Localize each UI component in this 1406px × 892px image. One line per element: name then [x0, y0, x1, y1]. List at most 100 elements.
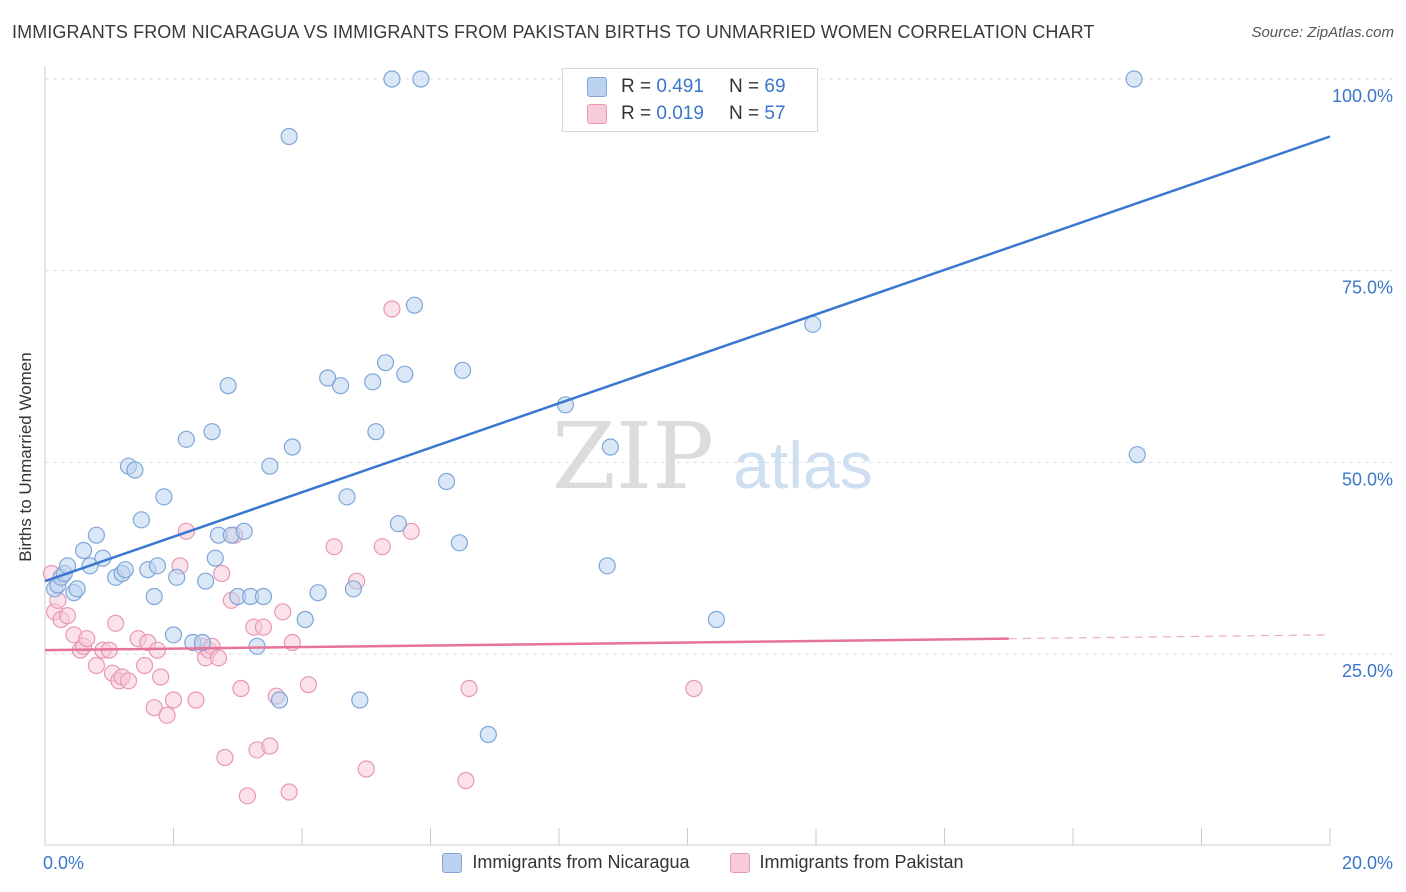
y-tick-label: 100.0% — [1332, 86, 1393, 106]
data-point — [389, 515, 407, 533]
legend-label-pakistan: Immigrants from Pakistan — [759, 852, 964, 872]
data-point — [319, 369, 337, 387]
data-point — [598, 557, 616, 575]
data-point — [396, 365, 414, 383]
data-point — [364, 373, 382, 391]
tick-labels: 25.0% 50.0% 75.0% 100.0% 0.0% 20.0% — [43, 86, 1393, 873]
data-point — [155, 488, 173, 506]
data-point — [325, 538, 343, 556]
data-point — [450, 534, 469, 552]
y-tick-label: 75.0% — [1342, 278, 1393, 298]
data-point — [193, 633, 212, 652]
data-point — [74, 541, 93, 560]
data-point — [168, 568, 186, 586]
data-point — [274, 603, 292, 621]
legend-swatch-blue — [442, 852, 463, 873]
data-point — [235, 522, 253, 540]
data-point — [405, 296, 424, 314]
trend-line-pink — [44, 637, 1009, 652]
data-point — [601, 438, 620, 456]
data-point — [164, 691, 183, 709]
data-point — [454, 361, 472, 379]
data-point — [87, 526, 106, 544]
data-point — [126, 461, 144, 479]
data-point — [152, 668, 170, 686]
data-point — [402, 522, 420, 540]
legend-r-pakistan: R = 0.019 — [621, 103, 704, 124]
data-point — [254, 618, 273, 636]
data-point — [145, 699, 163, 717]
data-point — [270, 691, 289, 709]
gridlines — [45, 78, 1392, 655]
data-point — [261, 737, 279, 755]
data-point — [209, 649, 228, 667]
watermark-atlas: atlas — [733, 428, 872, 502]
data-point — [148, 641, 167, 659]
data-point — [232, 679, 250, 698]
data-point — [351, 691, 369, 709]
data-point — [197, 572, 215, 590]
data-point — [299, 676, 318, 694]
legend-swatch-pink — [729, 852, 750, 873]
data-point — [158, 706, 176, 724]
y-tick-label: 25.0% — [1342, 661, 1393, 681]
data-point — [376, 354, 395, 372]
legend-label-nicaragua: Immigrants from Nicaragua — [472, 852, 690, 872]
data-point — [87, 656, 106, 675]
data-point — [437, 472, 456, 491]
data-point — [187, 691, 205, 709]
trend-line-blue — [44, 135, 1331, 583]
data-point — [206, 549, 224, 567]
data-point — [78, 630, 96, 648]
watermark-zip: ZIP — [552, 403, 714, 510]
data-point — [685, 679, 703, 698]
data-point — [707, 610, 726, 629]
data-point — [132, 511, 150, 529]
data-point — [479, 725, 497, 744]
legend-swatch-blue — [587, 77, 607, 97]
data-point — [203, 423, 221, 441]
data-point — [296, 610, 314, 629]
data-point — [219, 377, 237, 395]
data-point — [177, 430, 195, 448]
data-point — [412, 70, 430, 88]
series-legend: Immigrants from Nicaragua Immigrants fro… — [0, 852, 1406, 873]
data-point — [280, 127, 298, 146]
data-point — [344, 580, 362, 598]
legend-item-nicaragua[interactable]: Immigrants from Nicaragua — [442, 852, 690, 873]
data-point — [457, 771, 475, 790]
data-point — [145, 587, 163, 606]
legend-n-nicaragua: N = 69 — [729, 76, 786, 97]
data-point — [309, 584, 327, 602]
data-point — [135, 656, 154, 675]
y-tick-label: 50.0% — [1342, 469, 1393, 489]
data-point — [338, 488, 356, 506]
data-point — [119, 672, 138, 690]
data-point — [373, 538, 391, 556]
data-point — [283, 438, 301, 456]
trend-lines — [44, 135, 1331, 652]
data-point — [148, 557, 167, 575]
x-tick-label: 0.0% — [43, 853, 84, 873]
legend-r-nicaragua: R = 0.491 — [621, 76, 704, 97]
data-point — [107, 614, 125, 632]
trend-line-dashed-pink — [1008, 634, 1331, 640]
data-point — [383, 300, 401, 318]
x-tick-label: 20.0% — [1342, 853, 1393, 873]
data-point — [280, 783, 298, 801]
data-point — [254, 587, 273, 606]
data-point — [216, 748, 234, 767]
data-point — [357, 760, 375, 778]
legend-n-pakistan: N = 57 — [729, 103, 786, 124]
data-point — [1125, 70, 1143, 88]
data-point — [367, 423, 385, 441]
data-point — [213, 564, 231, 583]
legend-swatch-pink — [587, 104, 607, 124]
data-point — [58, 607, 77, 625]
data-point — [116, 561, 134, 579]
data-point — [261, 457, 279, 475]
axes — [44, 66, 1331, 846]
legend-item-pakistan[interactable]: Immigrants from Pakistan — [729, 852, 964, 873]
data-point — [460, 679, 478, 698]
